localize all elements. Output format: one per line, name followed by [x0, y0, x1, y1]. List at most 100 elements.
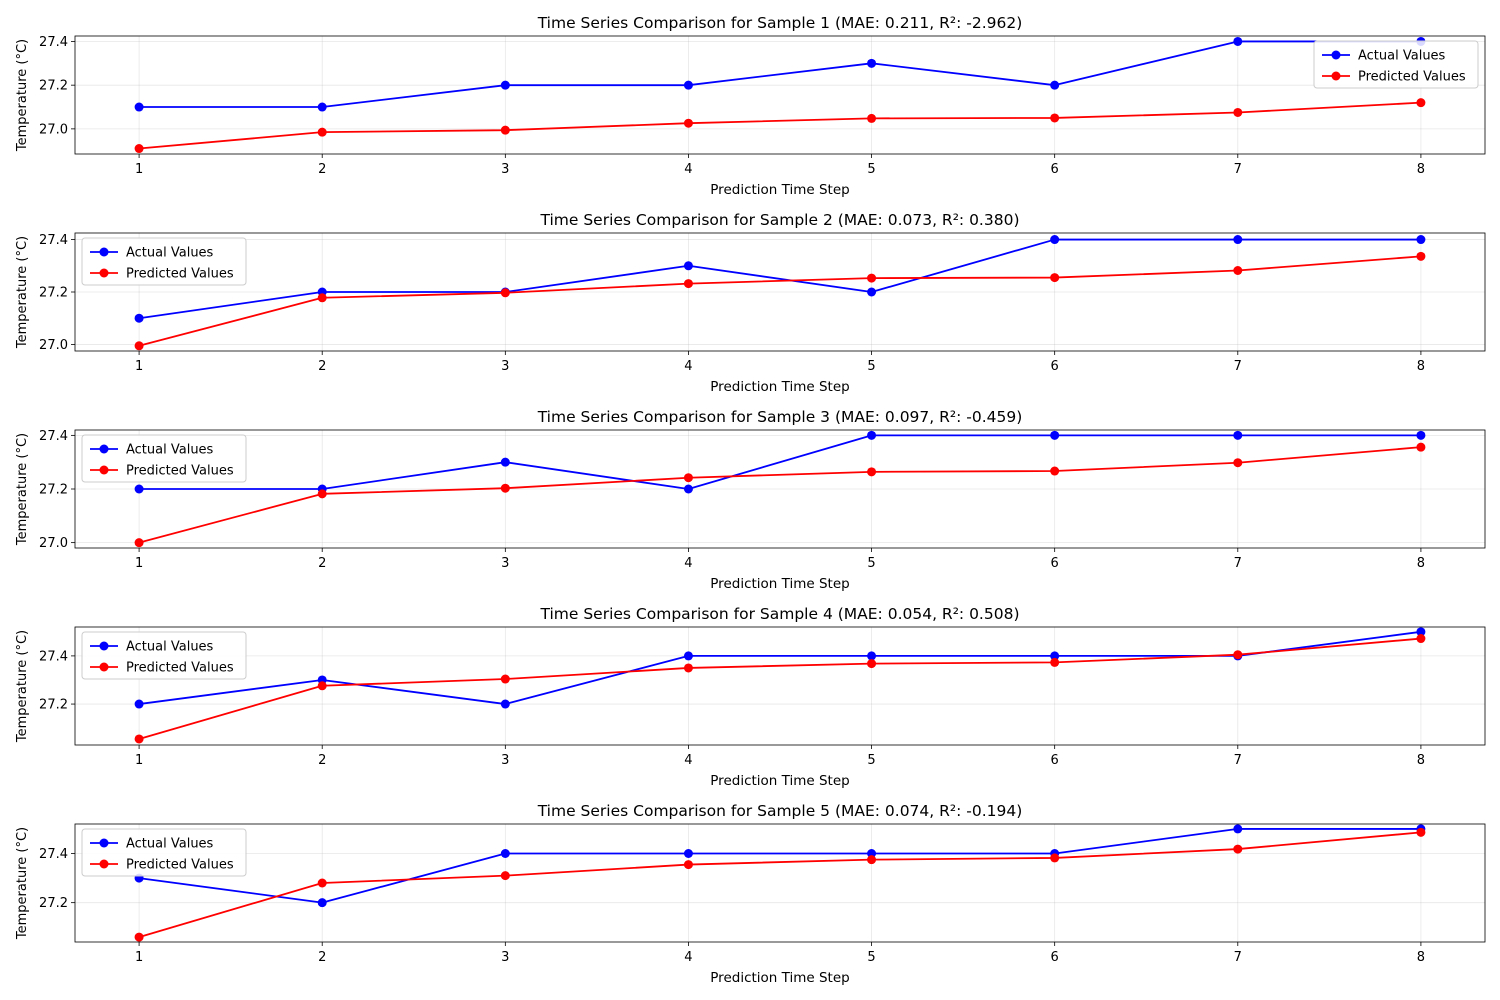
subplot-1: 1 2 3 4 5 6 7 8 27.0 27.2 27.4 Time Series Comparis…	[15, 14, 1486, 198]
subplot-3: 1 2 3 4 5 6 7 8 27.0 27.2 27.4 Time Series Comparis…	[15, 408, 1486, 592]
data-point-actual	[867, 651, 877, 661]
data-point-actual	[1416, 430, 1426, 440]
y-tick-label: 27.2	[39, 286, 68, 301]
chart-title: Time Series Comparison for Sample 3 (MAE…	[537, 408, 1023, 426]
x-tick-label: 4	[684, 359, 692, 374]
data-point-predicted	[1416, 442, 1426, 452]
x-tick-label: 3	[501, 753, 509, 768]
x-tick-label: 2	[318, 950, 326, 965]
chart-title: Time Series Comparison for Sample 2 (MAE…	[539, 211, 1019, 229]
data-point-predicted	[1050, 657, 1060, 667]
data-point-actual	[134, 699, 144, 709]
data-point-predicted	[500, 288, 510, 298]
data-point-actual	[1233, 36, 1243, 46]
legend-marker-predicted	[1331, 71, 1341, 81]
y-tick-label: 27.4	[39, 847, 68, 862]
legend-marker-actual	[99, 838, 109, 848]
data-point-predicted	[1416, 634, 1426, 644]
legend-marker-actual	[99, 444, 109, 454]
legend-box	[81, 828, 247, 877]
data-point-actual	[1416, 235, 1426, 245]
data-point-predicted	[317, 489, 327, 499]
data-point-predicted	[134, 538, 144, 548]
data-point-actual	[683, 261, 693, 271]
data-point-predicted	[1233, 650, 1243, 660]
subplot-4: 1 2 3 4 5 6 7 8 27.2 27.4 Time Series Comparison f…	[15, 605, 1486, 789]
x-tick-label: 6	[1051, 162, 1059, 177]
data-point-predicted	[683, 118, 693, 128]
x-axis-label: Prediction Time Step	[710, 773, 849, 789]
series-line-actual	[138, 238, 1421, 320]
subplot-2: 1 2 3 4 5 6 7 8 27.0 27.2 27.4 Time Series Comparis…	[15, 211, 1486, 395]
legend-label-actual: Actual Values	[126, 837, 214, 852]
data-point-actual	[683, 80, 693, 90]
x-axis-label: Prediction Time Step	[710, 970, 849, 986]
data-point-predicted	[1050, 113, 1060, 123]
data-point-predicted	[134, 341, 144, 351]
data-point-actual	[317, 898, 327, 908]
axes-frame	[74, 823, 1486, 943]
data-point-predicted	[1050, 466, 1060, 476]
plot-area	[75, 627, 1485, 745]
x-tick-label: 1	[135, 753, 143, 768]
series-line-actual	[139, 40, 1421, 108]
data-point-actual	[1050, 430, 1060, 440]
x-tick-label: 6	[1051, 753, 1059, 768]
x-tick-label: 2	[318, 162, 326, 177]
legend-label-actual: Actual Values	[126, 443, 214, 458]
chart-title: Time Series Comparison for Sample 4 (MAE…	[539, 605, 1019, 623]
x-tick-label: 2	[318, 359, 326, 374]
data-point-predicted	[683, 279, 693, 289]
legend-marker-predicted	[99, 859, 109, 869]
series-line-predicted	[138, 255, 1421, 347]
chart-title: Time Series Comparison for Sample 1 (MAE…	[537, 14, 1023, 32]
x-tick-label: 8	[1417, 950, 1425, 965]
series-line-predicted	[139, 101, 1421, 150]
chart-title: Time Series Comparison for Sample 5 (MAE…	[537, 802, 1023, 820]
legend-label-predicted: Predicted Values	[126, 661, 234, 676]
x-tick-label: 6	[1051, 359, 1059, 374]
x-tick-label: 8	[1417, 753, 1425, 768]
legend-label-actual: Actual Values	[126, 640, 214, 655]
data-point-actual	[1050, 235, 1060, 245]
y-tick-label: 27.2	[39, 483, 68, 498]
y-tick-label: 27.0	[39, 338, 68, 353]
legend: Actual Values Predicted Values	[81, 237, 247, 286]
x-tick-label: 4	[684, 950, 692, 965]
data-point-predicted	[683, 473, 693, 483]
legend-marker-predicted	[99, 465, 109, 475]
data-point-actual	[1233, 235, 1243, 245]
data-point-predicted	[317, 293, 327, 303]
x-tick-label: 3	[501, 950, 509, 965]
x-tick-label: 2	[318, 753, 326, 768]
data-point-actual	[1050, 80, 1060, 90]
data-point-predicted	[500, 483, 510, 493]
x-tick-label: 1	[135, 950, 143, 965]
legend-label-predicted: Predicted Values	[1358, 70, 1466, 85]
data-point-predicted	[1416, 98, 1426, 108]
x-tick-label: 4	[684, 753, 692, 768]
data-point-predicted	[1050, 273, 1060, 283]
data-point-actual	[683, 849, 693, 858]
legend-label-actual: Actual Values	[1358, 49, 1446, 64]
y-tick-label: 27.0	[39, 536, 68, 551]
y-axis-label: Temperature (°C)	[15, 630, 30, 743]
series-line-actual	[138, 828, 1421, 904]
plot-area	[75, 233, 1485, 351]
x-tick-label: 8	[1417, 162, 1425, 177]
x-tick-label: 8	[1417, 359, 1425, 374]
y-tick-label: 27.4	[39, 649, 68, 664]
legend-marker-actual	[99, 247, 109, 257]
legend-marker-actual	[99, 641, 109, 651]
legend: Actual Values Predicted Values	[81, 828, 247, 877]
legend-label-predicted: Predicted Values	[126, 267, 234, 282]
data-point-predicted	[683, 860, 693, 870]
data-point-actual	[500, 80, 510, 90]
data-point-actual	[134, 484, 144, 494]
data-point-actual	[1233, 430, 1243, 440]
legend-box	[1313, 40, 1479, 89]
data-point-predicted	[134, 932, 144, 942]
data-point-actual	[134, 313, 144, 323]
data-point-actual	[1050, 651, 1060, 661]
plot-area	[75, 824, 1485, 942]
